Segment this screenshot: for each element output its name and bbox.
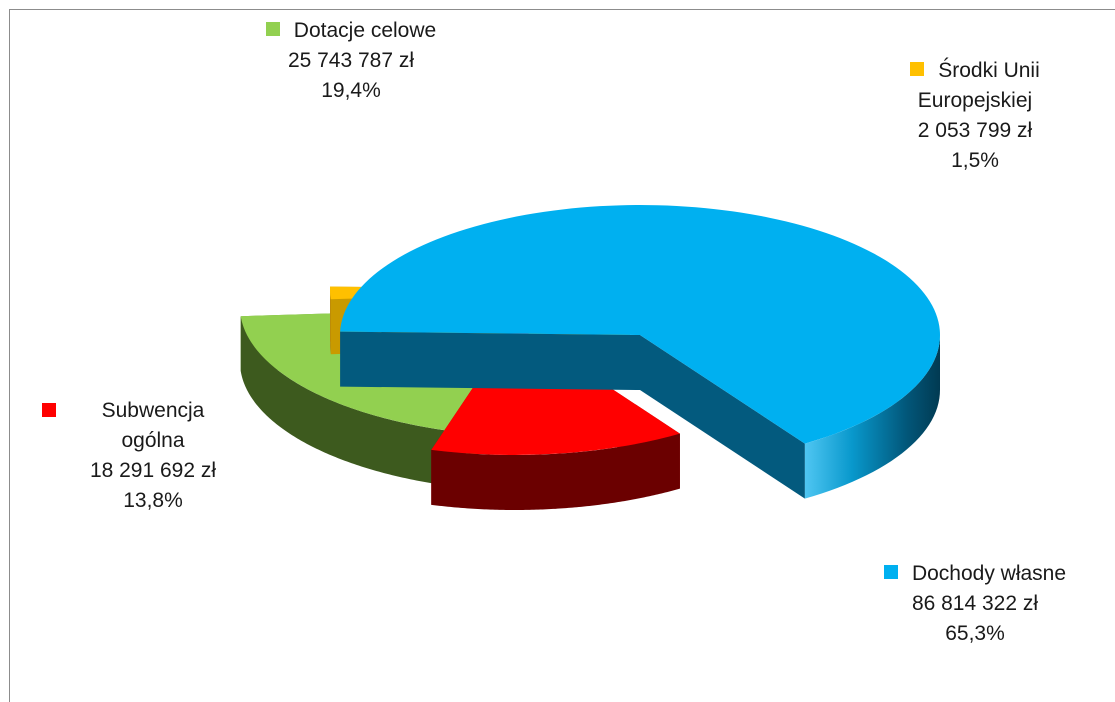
label-dotacje-celowe: Dotacje celowe 25 743 787 zł 19,4% xyxy=(236,16,466,106)
legend-swatch-dotacje xyxy=(265,22,280,36)
label-subwencja-name-2: ogólna xyxy=(121,429,185,452)
label-dochody-amount: 86 814 322 zł xyxy=(911,592,1039,615)
label-dochody-name: Dochody własne xyxy=(911,562,1067,585)
label-ue-name-1: Środki Unii xyxy=(938,59,1040,82)
label-dotacje-name: Dotacje celowe xyxy=(293,19,437,42)
label-dochody-wlasne: Dochody własne 86 814 322 zł 65,3% xyxy=(850,559,1100,649)
legend-swatch-dochody xyxy=(883,565,898,579)
label-dochody-percent: 65,3% xyxy=(945,622,1005,645)
label-ue-name-2: Europejskiej xyxy=(917,89,1033,112)
label-dotacje-percent: 19,4% xyxy=(321,79,381,102)
label-ue-percent: 1,5% xyxy=(951,149,999,172)
pie-slice-dochody-wlasne xyxy=(340,205,941,499)
label-subwencja-name-1: Subwencja xyxy=(101,399,205,422)
label-dotacje-amount: 25 743 787 zł xyxy=(287,49,415,72)
legend-swatch-ue xyxy=(910,62,925,76)
label-ue-amount: 2 053 799 zł xyxy=(917,119,1033,142)
chart-area xyxy=(9,9,1115,702)
legend-swatch-subwencja xyxy=(42,403,56,417)
label-subwencja-ogolna: Subwencja ogólna 18 291 692 zł 13,8% xyxy=(58,396,248,516)
label-subwencja-amount: 18 291 692 zł xyxy=(89,459,217,482)
label-srodki-ue: Środki Unii Europejskiej 2 053 799 zł 1,… xyxy=(870,56,1080,176)
label-subwencja-percent: 13,8% xyxy=(123,489,183,512)
